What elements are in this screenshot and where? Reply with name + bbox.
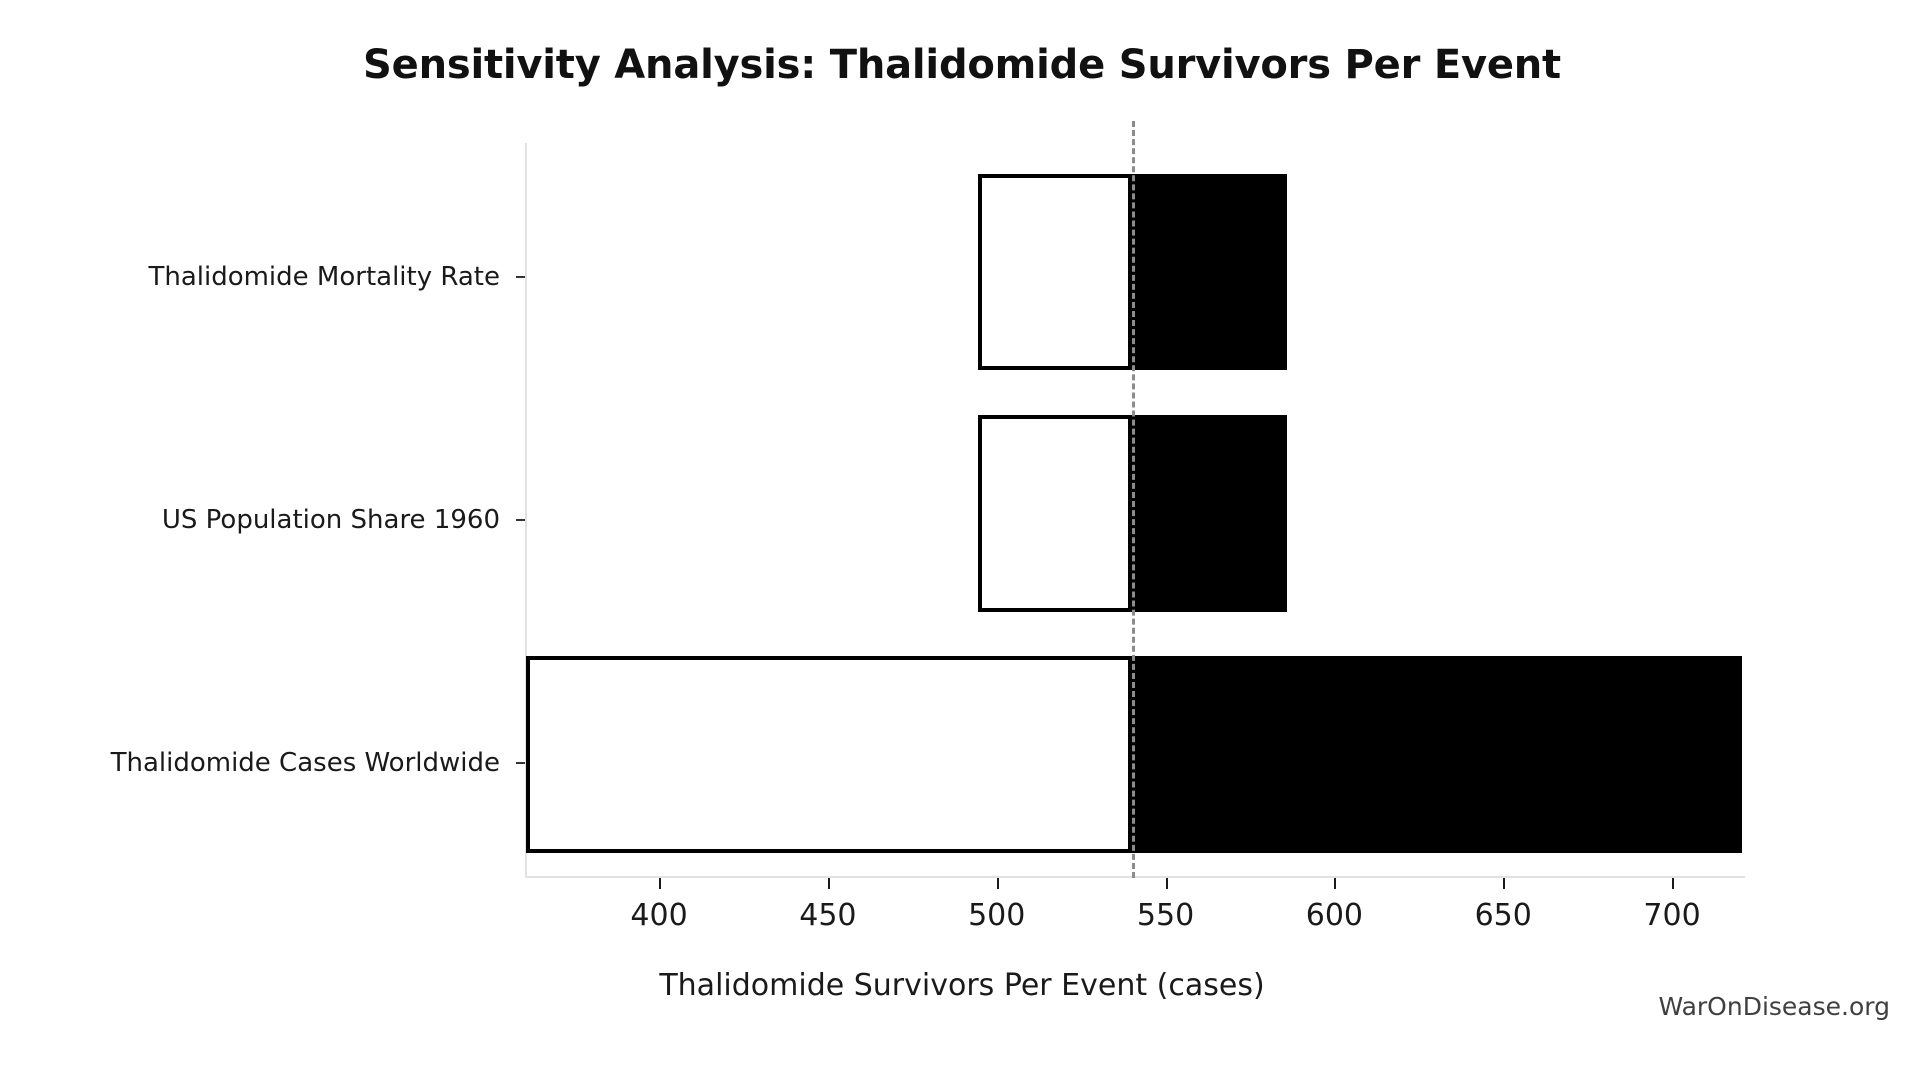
x-axis-tick	[1503, 878, 1506, 889]
bar-high-segment	[1131, 656, 1742, 853]
y-axis-tick-0	[516, 276, 526, 278]
x-axis-label: Thalidomide Survivors Per Event (cases)	[659, 968, 1265, 1003]
axis-spine-left	[525, 143, 527, 878]
page-title: Sensitivity Analysis: Thalidomide Surviv…	[363, 42, 1561, 88]
bar-low-segment	[978, 174, 1132, 370]
x-axis-tick-label: 550	[1136, 898, 1195, 933]
y-axis-tick-2	[516, 762, 526, 764]
bar-high-segment	[1131, 415, 1288, 612]
y-axis-label-thalidomide-mortality-rate: Thalidomide Mortality Rate	[148, 262, 500, 292]
x-axis-tick-label: 650	[1474, 898, 1532, 933]
x-axis-tick	[1165, 878, 1168, 889]
axis-spine-bottom	[525, 876, 1745, 878]
bar-high-segment	[1131, 174, 1288, 370]
x-axis-tick	[1672, 878, 1675, 889]
x-axis-tick-label: 600	[1305, 898, 1364, 933]
x-axis-tick	[659, 878, 662, 889]
y-axis-tick-1	[516, 519, 526, 521]
baseline-reference-line	[1131, 121, 1135, 878]
x-axis-tick	[996, 878, 999, 889]
bar-thalidomide-cases-worldwide[interactable]	[525, 656, 1745, 853]
x-axis-tick	[827, 878, 830, 889]
watermark: WarOnDisease.org	[1658, 992, 1890, 1021]
x-axis-tick-label: 700	[1643, 898, 1701, 933]
x-axis-tick-label: 400	[630, 898, 688, 933]
plot-area	[525, 121, 1745, 878]
bar-us-population-share-1960[interactable]	[525, 415, 1745, 612]
bar-low-segment	[978, 415, 1132, 612]
bar-low-segment	[526, 656, 1132, 853]
y-axis-label-thalidomide-cases-worldwide: Thalidomide Cases Worldwide	[110, 748, 500, 778]
bar-thalidomide-mortality-rate[interactable]	[525, 174, 1745, 370]
x-axis-tick	[1334, 878, 1337, 889]
x-axis-tick-label: 450	[799, 898, 857, 933]
x-axis-tick-label: 500	[968, 898, 1026, 933]
y-axis-label-us-population-share-1960: US Population Share 1960	[161, 505, 500, 535]
